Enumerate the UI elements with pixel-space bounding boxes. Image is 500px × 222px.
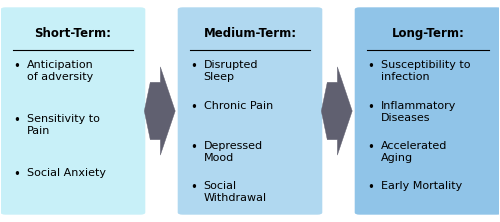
Text: Depressed
Mood: Depressed Mood <box>204 141 263 163</box>
FancyBboxPatch shape <box>0 7 146 215</box>
Text: Disrupted
Sleep: Disrupted Sleep <box>204 60 258 82</box>
Text: •: • <box>14 114 20 127</box>
Text: Anticipation
of adversity: Anticipation of adversity <box>26 60 94 82</box>
Text: •: • <box>14 60 20 73</box>
Text: Inflammatory
Diseases: Inflammatory Diseases <box>380 101 456 123</box>
Text: •: • <box>14 168 20 181</box>
Text: •: • <box>190 101 198 113</box>
Polygon shape <box>322 67 352 155</box>
Text: Susceptibility to
infection: Susceptibility to infection <box>380 60 470 82</box>
Text: •: • <box>368 181 374 194</box>
Text: Sensitivity to
Pain: Sensitivity to Pain <box>26 114 100 136</box>
Text: •: • <box>190 181 198 194</box>
Text: Short-Term:: Short-Term: <box>34 27 112 40</box>
Text: •: • <box>368 141 374 154</box>
Text: Social
Withdrawal: Social Withdrawal <box>204 181 267 203</box>
Text: Long-Term:: Long-Term: <box>392 27 464 40</box>
Text: •: • <box>368 101 374 113</box>
Polygon shape <box>144 67 175 155</box>
FancyBboxPatch shape <box>354 7 500 215</box>
Text: Chronic Pain: Chronic Pain <box>204 101 273 111</box>
Text: •: • <box>368 60 374 73</box>
Text: •: • <box>190 141 198 154</box>
FancyBboxPatch shape <box>178 7 322 215</box>
Text: Social Anxiety: Social Anxiety <box>26 168 106 178</box>
Text: Early Mortality: Early Mortality <box>380 181 462 191</box>
Text: •: • <box>190 60 198 73</box>
Text: Medium-Term:: Medium-Term: <box>204 27 296 40</box>
Text: Accelerated
Aging: Accelerated Aging <box>380 141 447 163</box>
